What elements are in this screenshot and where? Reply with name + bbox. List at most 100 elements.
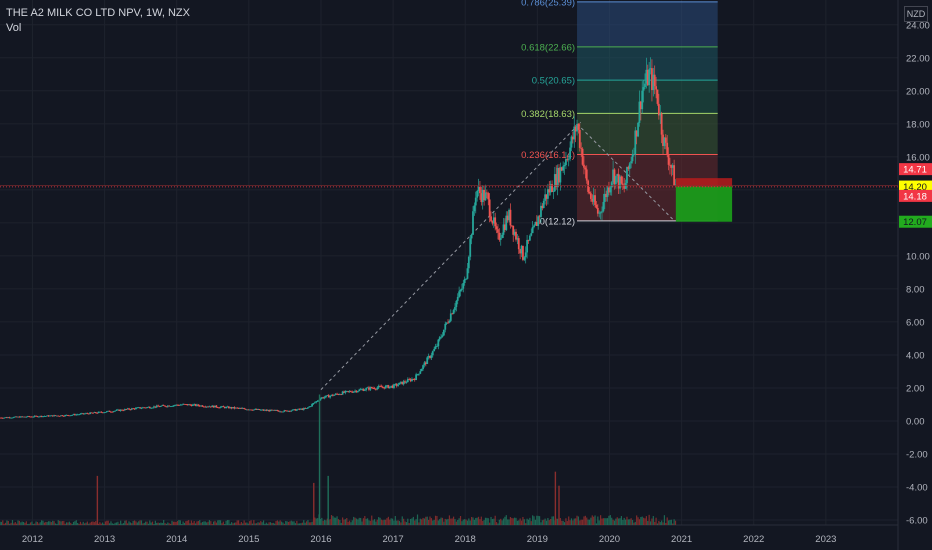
volume-bar [78,523,80,525]
volume-bar [140,520,143,525]
candle-body [355,390,358,393]
candle-body [11,417,14,419]
volume-bar [38,523,40,525]
candle-body [644,83,646,88]
candle-body [656,89,659,104]
volume-bar [222,521,224,525]
candle-body [404,381,406,383]
volume-bar [132,520,134,525]
candle-body [601,211,603,213]
candle-body [669,164,671,166]
candle-body [380,386,383,388]
volume-bar [480,516,482,525]
volume-bar [433,519,435,525]
fib-zone [577,1,718,47]
volume-bar [274,523,276,525]
candle-body [277,410,280,412]
candle-body [154,406,157,408]
volume-bar [311,521,313,525]
candle-body [444,323,447,330]
volume-bar [176,521,179,525]
price-tag-text: 14.20 [903,182,927,193]
candle-body [358,389,361,392]
volume-bar [342,517,344,525]
currency-button[interactable]: NZD [904,6,928,22]
candle-body [269,409,272,412]
volume-bar [2,520,4,525]
volume-bar [415,519,417,525]
volume-bar [204,521,206,525]
candle-body [140,408,143,409]
candle-body [259,409,262,411]
volume-bar [593,516,595,525]
candle-body [133,408,136,410]
volume-bar [447,518,449,525]
candle-body [112,411,115,412]
candle-body [233,407,236,409]
volume-bar [466,520,469,525]
volume-bar [27,523,29,525]
volume-bar [215,522,217,525]
volume-bar [56,523,58,525]
volume-bar [430,518,432,525]
volume-bar [45,521,47,525]
volume-bar [136,522,138,525]
volume-bar [652,516,654,525]
candle-body [276,410,279,411]
candle-body [209,406,212,408]
volume-bar [457,520,459,525]
candle-body [624,183,627,189]
volume-spike [558,485,560,525]
volume-bar [133,520,136,525]
candle-body [393,384,395,388]
volume-bar [170,523,172,525]
x-tick-label: 2015 [238,534,259,545]
volume-bar [232,523,234,525]
candle-body [416,374,419,375]
candle-body [305,408,308,409]
candle-body [319,398,322,401]
volume-bar [620,516,623,525]
volume-bar [576,515,578,525]
candle-body [8,417,11,419]
candle-body [15,416,18,418]
volume-bar [476,517,478,525]
volume-bar [330,515,333,525]
candle-body [115,409,118,411]
candle-body [62,415,65,417]
candle-body [585,169,588,181]
candle-body [325,395,327,398]
volume-bar [181,523,183,525]
candle-body [0,417,3,419]
candle-body [18,416,21,418]
volume-bar [179,520,181,525]
volume-bar [519,518,521,525]
candle-body [147,406,150,408]
candle-body [232,407,234,409]
candle-body [43,416,46,417]
candle-body [280,411,283,413]
volume-bar [550,518,552,525]
volume-bar [65,522,68,525]
volume-bar [612,519,614,525]
candle-body [35,415,37,417]
candle-body [375,388,377,390]
volume-bar [577,516,580,525]
volume-bar [218,520,220,525]
volume-bar [532,515,534,525]
fib-diagonal [576,123,675,222]
volume-bar [225,520,227,525]
volume-bar [437,520,439,525]
volume-bar [339,520,341,525]
candle-body [93,412,96,413]
candle-body [311,404,313,407]
candle-body [422,365,424,369]
volume-bar [555,518,557,525]
volume-bar [380,519,383,525]
candle-body [255,409,258,410]
candle-body [537,216,540,226]
candle-body [527,239,530,241]
candle-body [458,291,461,297]
